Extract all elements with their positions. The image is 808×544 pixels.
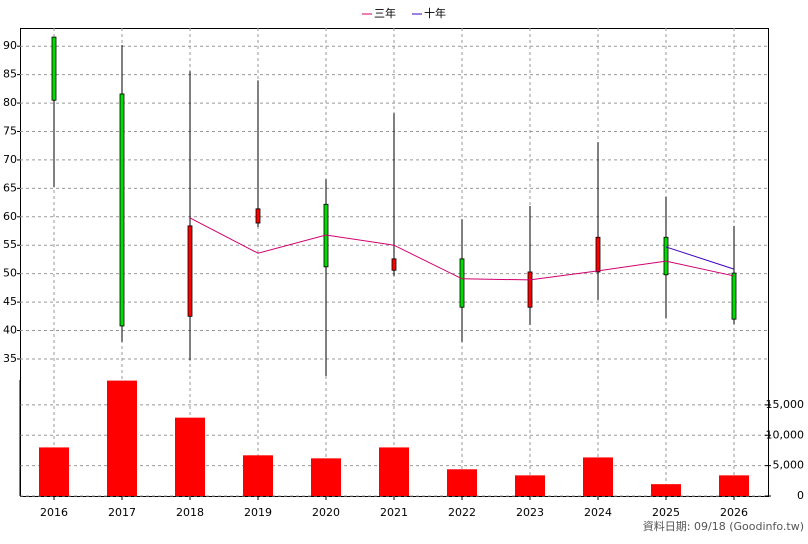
- y-tick-label: 80: [3, 96, 17, 109]
- x-tick-label: 2017: [108, 506, 136, 519]
- y-tick-label: 75: [3, 124, 17, 137]
- y-tick-label: 65: [3, 181, 17, 194]
- volume-bar: [651, 484, 681, 496]
- candle-body: [187, 225, 193, 317]
- candle-body: [255, 208, 261, 224]
- candle-body: [459, 258, 465, 308]
- x-tick-label: 2016: [40, 506, 68, 519]
- x-tick-label: 2018: [176, 506, 204, 519]
- y-tick-label: 55: [3, 238, 17, 251]
- footer: 資料日期: 09/18 (Goodinfo.tw): [643, 519, 804, 533]
- x-tick-label: 2022: [448, 506, 476, 519]
- y-tick-label: 70: [3, 153, 17, 166]
- y-tick-label: 45: [3, 295, 17, 308]
- volume-bar: [379, 447, 409, 496]
- volume-bar: [583, 457, 613, 496]
- y-tick-label: 35: [3, 352, 17, 365]
- legend-label: 十年: [424, 6, 446, 20]
- x-tick-label: 2024: [584, 506, 612, 519]
- y-tick-label: 60: [3, 210, 17, 223]
- candle-body: [119, 93, 125, 327]
- volume-bar: [447, 469, 477, 496]
- volume-bar: [39, 447, 69, 496]
- y-tick-label: 90: [3, 39, 17, 52]
- candle-body: [595, 236, 601, 273]
- candle-body: [731, 272, 737, 320]
- volume-bar: [107, 380, 137, 496]
- volume-bar: [515, 475, 545, 496]
- candle-body: [391, 258, 397, 271]
- volume-bar: [719, 475, 749, 496]
- y-tick-label: 85: [3, 68, 17, 81]
- y-tick-label: 40: [3, 324, 17, 337]
- y2-tick-label: 5,000: [773, 459, 805, 472]
- x-tick-label: 2026: [720, 506, 748, 519]
- x-tick-label: 2021: [380, 506, 408, 519]
- y2-tick-label: 0: [797, 489, 804, 502]
- x-tick-label: 2020: [312, 506, 340, 519]
- candle-body: [663, 236, 669, 276]
- legend-label: 三年: [374, 6, 396, 20]
- y-tick-label: 50: [3, 267, 17, 280]
- volume-bar: [243, 455, 273, 496]
- volume-bar: [311, 458, 341, 496]
- x-tick-label: 2023: [516, 506, 544, 519]
- candle-body: [51, 36, 57, 101]
- x-tick-label: 2025: [652, 506, 680, 519]
- x-tick-label: 2019: [244, 506, 272, 519]
- candle-body: [527, 271, 533, 308]
- ma-line: [665, 246, 735, 270]
- ma-line: [189, 217, 735, 281]
- y2-tick-label: 15,000: [766, 398, 805, 411]
- y2-tick-label: 10,000: [766, 428, 805, 441]
- volume-bar: [175, 417, 205, 496]
